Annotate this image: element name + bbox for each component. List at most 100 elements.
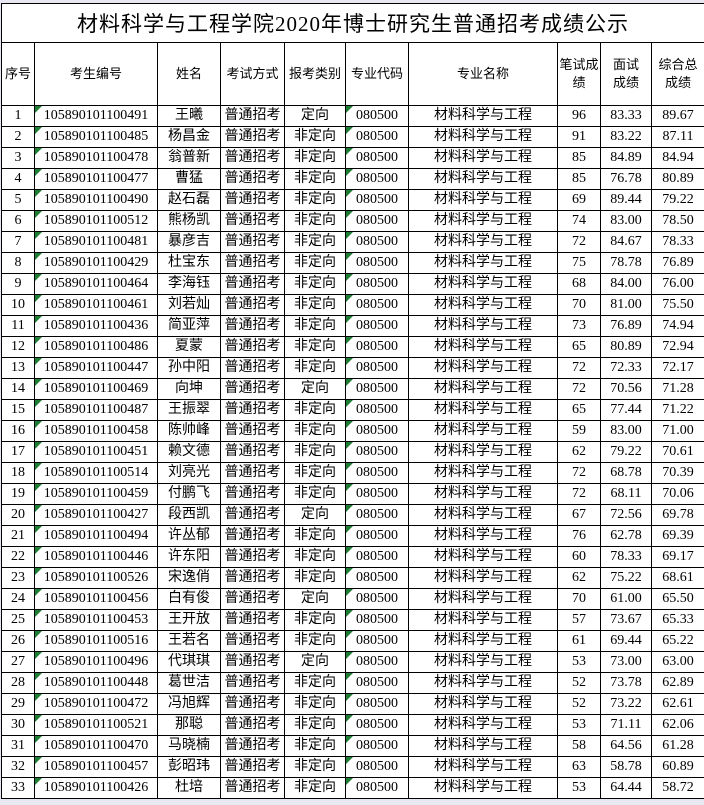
- cell-category: 非定向: [285, 295, 346, 316]
- cell-name: 许东阳: [158, 547, 221, 568]
- cell-total_score: 75.50: [652, 295, 704, 316]
- green-triangle-icon: [35, 253, 42, 260]
- cell-major_code: 080500: [346, 169, 409, 190]
- cell-interview_score: 83.33: [601, 106, 652, 127]
- cell-major_name: 材料科学与工程: [409, 421, 558, 442]
- green-triangle-icon: [35, 295, 42, 302]
- cell-category: 非定向: [285, 547, 346, 568]
- cell-exam_method: 普通招考: [221, 358, 285, 379]
- cell-seq: 2: [2, 127, 35, 148]
- cell-major_name: 材料科学与工程: [409, 589, 558, 610]
- cell-category: 非定向: [285, 316, 346, 337]
- green-triangle-icon: [35, 505, 42, 512]
- cell-written_score: 76: [558, 526, 601, 547]
- cell-total_score: 62.61: [652, 694, 704, 715]
- cell-major_name: 材料科学与工程: [409, 736, 558, 757]
- cell-major_name: 材料科学与工程: [409, 106, 558, 127]
- cell-category: 非定向: [285, 715, 346, 736]
- cell-written_score: 59: [558, 421, 601, 442]
- cell-exam_method: 普通招考: [221, 778, 285, 799]
- green-triangle-icon: [346, 337, 353, 344]
- cell-exam_method: 普通招考: [221, 148, 285, 169]
- cell-total_score: 65.50: [652, 589, 704, 610]
- cell-category: 非定向: [285, 442, 346, 463]
- cell-category: 非定向: [285, 400, 346, 421]
- cell-name: 段西凯: [158, 505, 221, 526]
- cell-candidate_no: 105890101100446: [35, 547, 158, 568]
- cell-major_name: 材料科学与工程: [409, 148, 558, 169]
- cell-seq: 12: [2, 337, 35, 358]
- green-triangle-icon: [346, 484, 353, 491]
- green-triangle-icon: [346, 274, 353, 281]
- cell-written_score: 67: [558, 505, 601, 526]
- cell-major_name: 材料科学与工程: [409, 631, 558, 652]
- cell-exam_method: 普通招考: [221, 694, 285, 715]
- green-triangle-icon: [346, 673, 353, 680]
- cell-major_code: 080500: [346, 757, 409, 778]
- cell-total_score: 71.28: [652, 379, 704, 400]
- cell-seq: 31: [2, 736, 35, 757]
- cell-interview_score: 68.78: [601, 463, 652, 484]
- cell-seq: 1: [2, 106, 35, 127]
- green-triangle-icon: [346, 127, 353, 134]
- cell-candidate_no: 105890101100464: [35, 274, 158, 295]
- cell-major_code: 080500: [346, 148, 409, 169]
- page-title: 材料科学与工程学院2020年博士研究生普通招考成绩公示: [2, 4, 704, 43]
- cell-exam_method: 普通招考: [221, 211, 285, 232]
- cell-exam_method: 普通招考: [221, 274, 285, 295]
- cell-total_score: 62.06: [652, 715, 704, 736]
- cell-seq: 14: [2, 379, 35, 400]
- green-triangle-icon: [346, 757, 353, 764]
- cell-major_code: 080500: [346, 253, 409, 274]
- cell-name: 杨昌金: [158, 127, 221, 148]
- cell-written_score: 63: [558, 757, 601, 778]
- cell-candidate_no: 105890101100491: [35, 106, 158, 127]
- green-triangle-icon: [35, 715, 42, 722]
- cell-seq: 7: [2, 232, 35, 253]
- cell-exam_method: 普通招考: [221, 652, 285, 673]
- cell-name: 陈帅峰: [158, 421, 221, 442]
- column-header-total-score: 综合总 成绩: [652, 43, 704, 106]
- cell-interview_score: 64.56: [601, 736, 652, 757]
- cell-interview_score: 73.22: [601, 694, 652, 715]
- green-triangle-icon: [346, 358, 353, 365]
- cell-name: 赵石磊: [158, 190, 221, 211]
- cell-candidate_no: 105890101100512: [35, 211, 158, 232]
- cell-major_code: 080500: [346, 379, 409, 400]
- cell-exam_method: 普通招考: [221, 505, 285, 526]
- cell-written_score: 52: [558, 673, 601, 694]
- cell-interview_score: 72.56: [601, 505, 652, 526]
- cell-exam_method: 普通招考: [221, 442, 285, 463]
- green-triangle-icon: [346, 148, 353, 155]
- cell-exam_method: 普通招考: [221, 169, 285, 190]
- cell-seq: 26: [2, 631, 35, 652]
- cell-candidate_no: 105890101100459: [35, 484, 158, 505]
- cell-interview_score: 64.44: [601, 778, 652, 799]
- cell-candidate_no: 105890101100470: [35, 736, 158, 757]
- cell-exam_method: 普通招考: [221, 106, 285, 127]
- cell-major_name: 材料科学与工程: [409, 127, 558, 148]
- green-triangle-icon: [35, 190, 42, 197]
- cell-written_score: 53: [558, 652, 601, 673]
- cell-exam_method: 普通招考: [221, 547, 285, 568]
- green-triangle-icon: [35, 442, 42, 449]
- cell-exam_method: 普通招考: [221, 757, 285, 778]
- cell-interview_score: 70.56: [601, 379, 652, 400]
- cell-total_score: 61.28: [652, 736, 704, 757]
- cell-major_name: 材料科学与工程: [409, 211, 558, 232]
- cell-written_score: 85: [558, 148, 601, 169]
- cell-name: 马晓楠: [158, 736, 221, 757]
